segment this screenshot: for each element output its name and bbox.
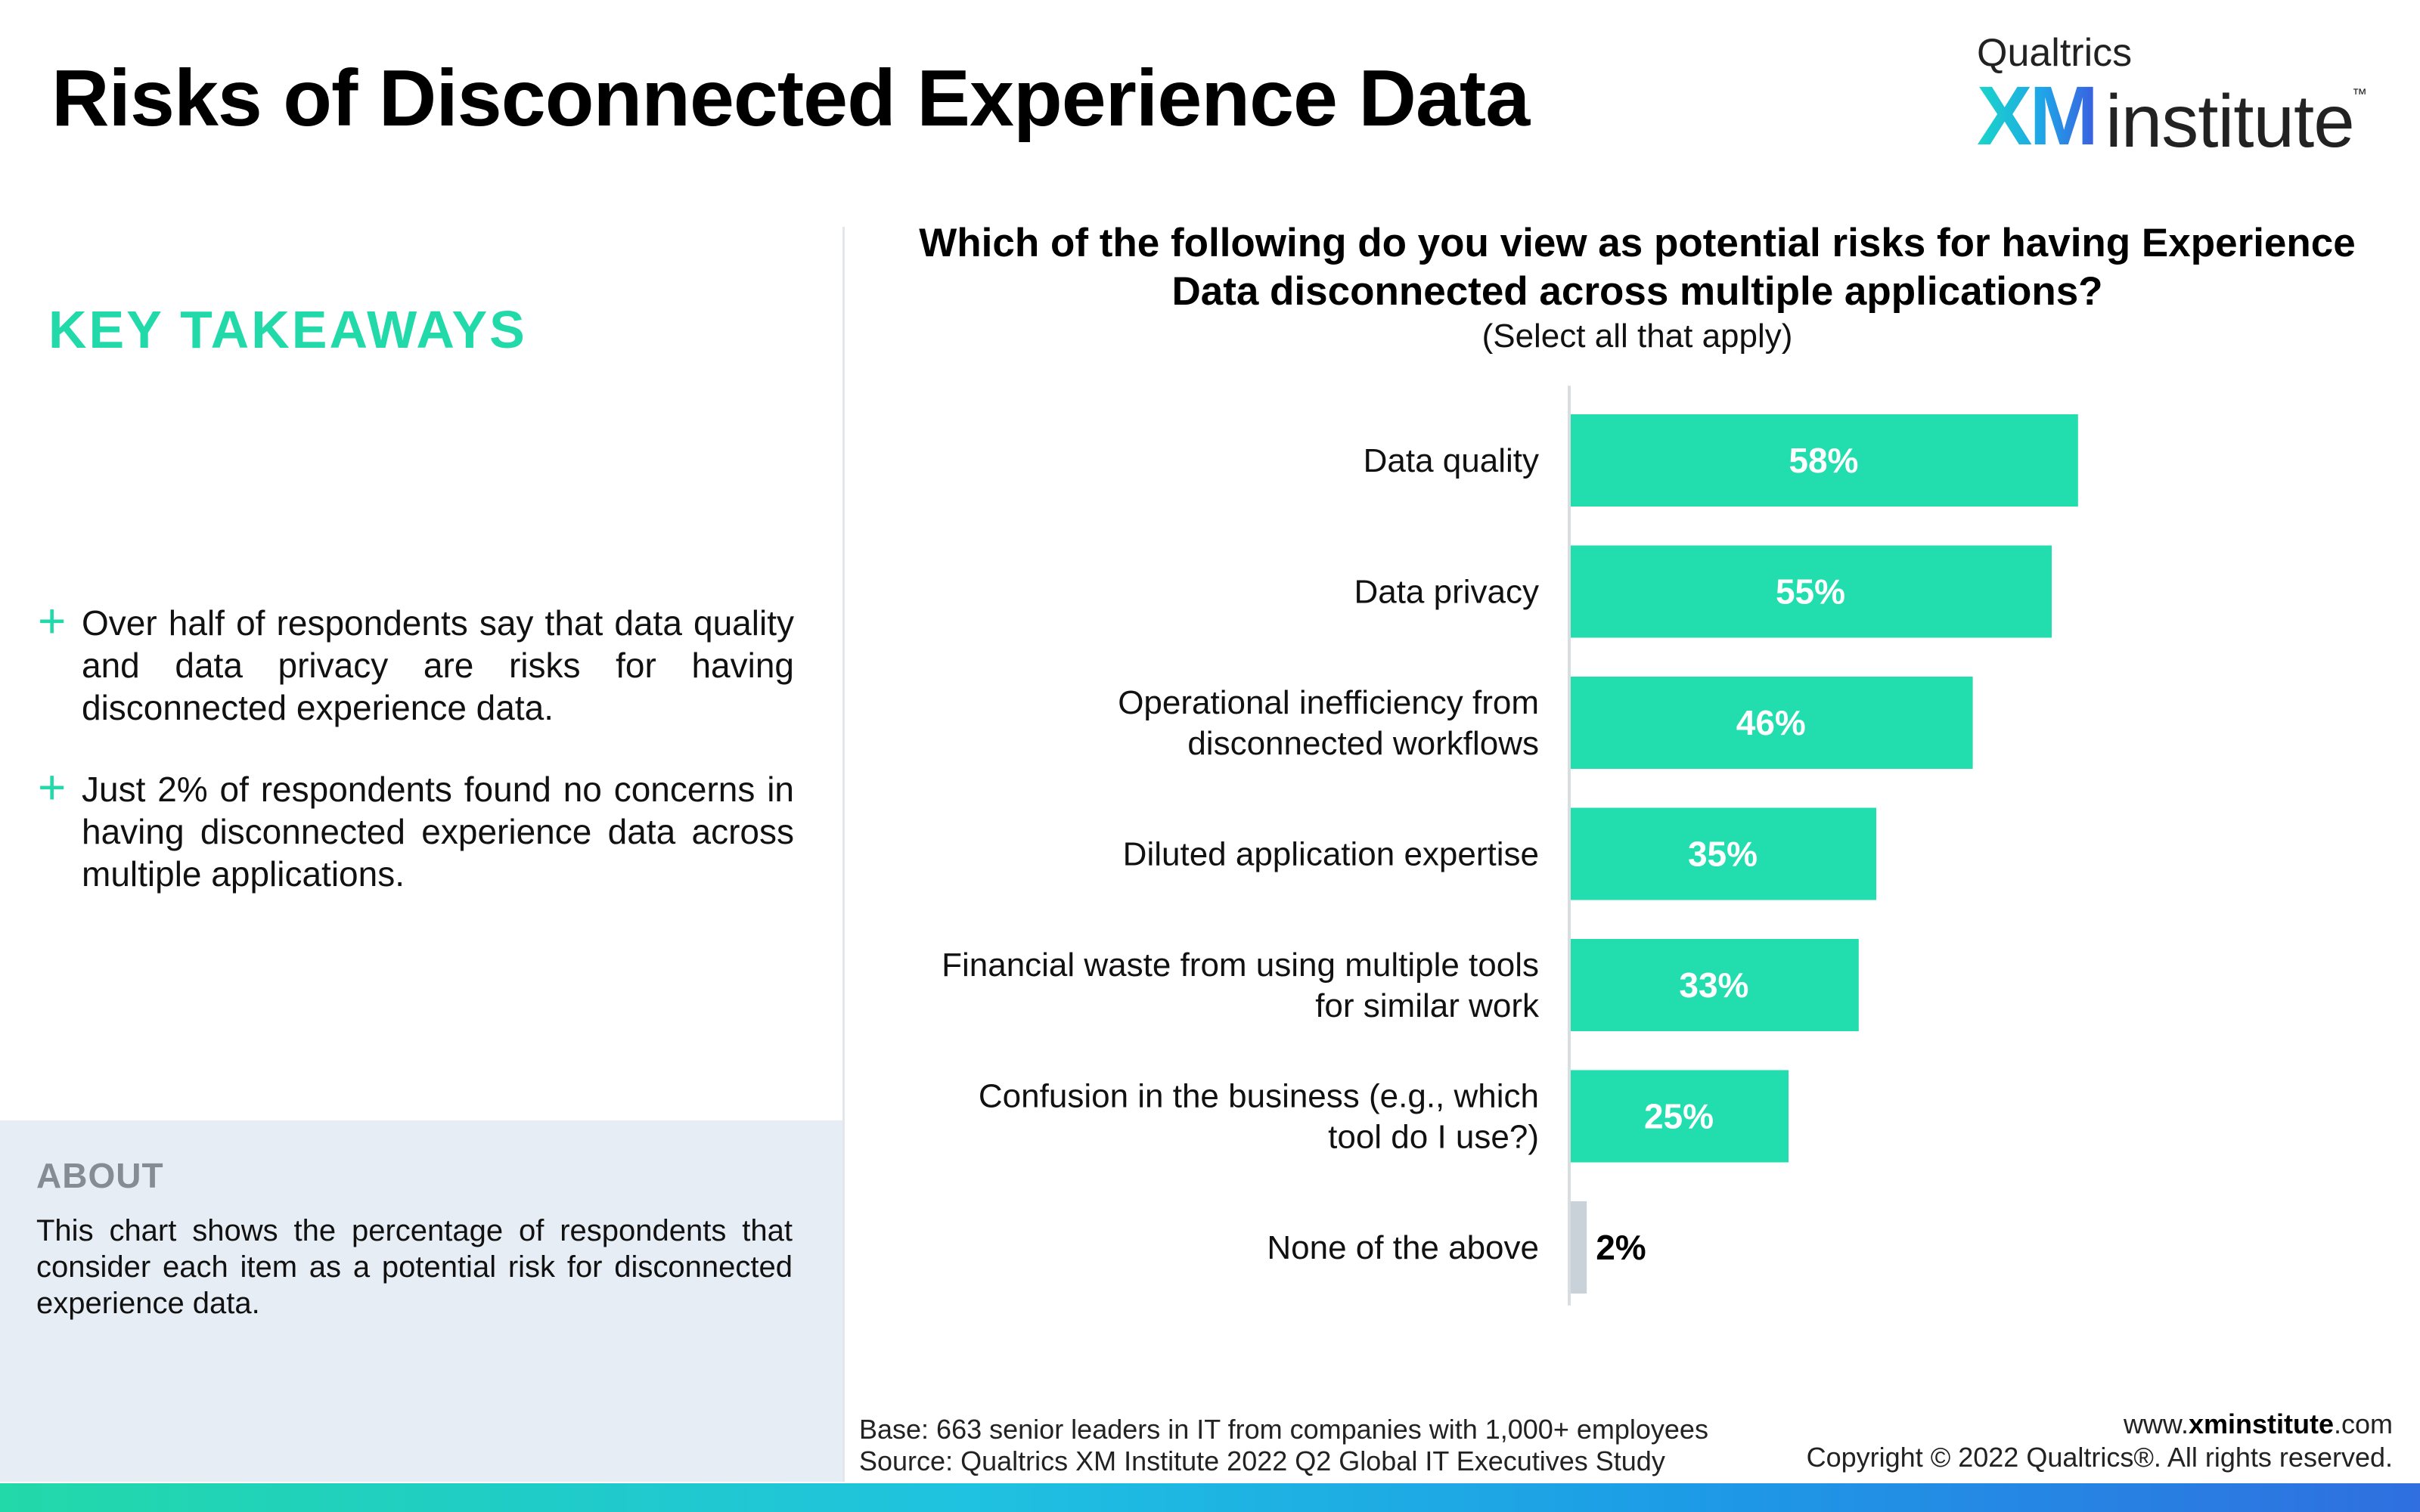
category-label-line: Confusion in the business (e.g., which	[979, 1078, 1539, 1115]
site-prefix: www.	[2123, 1408, 2189, 1439]
data-label-0: 58%	[1789, 441, 1858, 480]
about-title: ABOUT	[36, 1156, 164, 1195]
footer-website[interactable]: www.xminstitute.com	[1807, 1408, 2393, 1441]
footer-copyright: Copyright © 2022 Qualtrics®. All rights …	[1806, 1442, 2393, 1473]
category-label-0: Data quality	[1364, 442, 1539, 479]
bottom-gradient-bar	[0, 1483, 2420, 1512]
chart-title: Which of the following do you view as po…	[919, 221, 2356, 314]
site-suffix: .com	[2333, 1408, 2393, 1439]
logo-trademark: ™	[2352, 86, 2367, 103]
data-label-4: 33%	[1679, 965, 1748, 1005]
bar-4	[1569, 939, 1859, 1031]
category-label-line: for similar work	[1315, 987, 1540, 1024]
category-label-4: Financial waste from using multiple tool…	[942, 947, 1540, 1024]
xm-institute-logo: Qualtrics XM institute ™	[1977, 30, 2370, 163]
bar-5	[1569, 1070, 1789, 1163]
footer-source: Source: Qualtrics XM Institute 2022 Q2 G…	[859, 1445, 1665, 1476]
page-title: Risks of Disconnected Experience Data	[51, 54, 1530, 143]
key-takeaways-title: KEY TAKEAWAYS	[48, 300, 527, 359]
left-panel: KEY TAKEAWAYS + Over half of respondents…	[0, 0, 842, 1482]
bar-3	[1569, 807, 1876, 900]
category-label-line: Data quality	[1364, 442, 1539, 479]
footer-notes: Base: 663 senior leaders in IT from comp…	[859, 1414, 1708, 1477]
takeaway-text: Over half of respondents say that data q…	[82, 603, 794, 727]
category-label-6: None of the above	[1267, 1229, 1539, 1266]
bar-2	[1569, 677, 1973, 769]
data-label-3: 35%	[1688, 835, 1758, 874]
about-box: ABOUT This chart shows the percentage of…	[0, 1120, 842, 1482]
category-label-line: Financial waste from using multiple tool…	[942, 947, 1539, 984]
bar-6	[1569, 1201, 1587, 1294]
data-label-2: 46%	[1736, 703, 1806, 742]
category-label-1: Data privacy	[1354, 574, 1539, 611]
plus-icon: +	[38, 760, 67, 814]
plus-icon: +	[38, 593, 67, 648]
logo-institute: institute	[2105, 79, 2355, 163]
category-label-line: None of the above	[1267, 1229, 1539, 1266]
takeaway-text: Just 2% of respondents found no concerns…	[82, 770, 794, 894]
data-label-5: 25%	[1644, 1097, 1714, 1136]
logo-brand: Qualtrics	[1977, 31, 2133, 75]
footer-base: Base: 663 senior leaders in IT from comp…	[859, 1414, 1708, 1445]
category-label-line: disconnected workflows	[1187, 725, 1539, 762]
category-label-line: Operational inefficiency from	[1118, 684, 1539, 721]
category-label-line: Data privacy	[1354, 574, 1539, 611]
bar-0	[1569, 414, 2078, 507]
logo-xm: XM	[1977, 70, 2099, 163]
category-label-2: Operational inefficiency from disconnecte…	[1118, 684, 1539, 762]
about-text: This chart shows the percentage of respo…	[36, 1214, 793, 1320]
category-label-3: Diluted application expertise	[1123, 836, 1539, 873]
takeaway-item: + Just 2% of respondents found no concer…	[38, 760, 794, 895]
takeaway-item: + Over half of respondents say that data…	[38, 593, 794, 729]
site-name: xminstitute	[2188, 1408, 2334, 1439]
category-label-line: tool do I use?)	[1328, 1119, 1539, 1156]
bar-1	[1569, 545, 2052, 638]
category-label-5: Confusion in the business (e.g., which to…	[979, 1078, 1539, 1156]
data-label-6: 2%	[1596, 1228, 1646, 1267]
panel-divider	[842, 227, 845, 1482]
category-label-line: Diluted application expertise	[1123, 836, 1539, 873]
chart-subtitle: (Select all that apply)	[1481, 318, 1793, 355]
footer-copyright-block: www.xminstitute.com Copyright © 2022 Qua…	[1807, 1408, 2393, 1474]
data-label-1: 55%	[1776, 572, 1845, 612]
